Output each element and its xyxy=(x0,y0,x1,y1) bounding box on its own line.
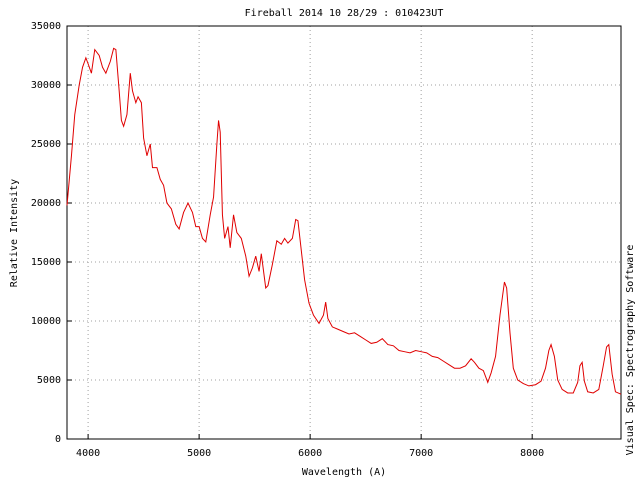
y-tick-label: 25000 xyxy=(31,139,61,150)
y-tick-label: 30000 xyxy=(31,80,61,91)
y-tick-label: 10000 xyxy=(31,316,61,327)
side-label: Visual Spec: Spectrography Software xyxy=(625,245,636,456)
chart-title: Fireball 2014 10 28/29 : 010423UT xyxy=(245,8,444,19)
x-axis-label: Wavelength (A) xyxy=(302,467,386,478)
x-tick-label: 5000 xyxy=(187,448,211,459)
x-tick-label: 6000 xyxy=(298,448,322,459)
plot-border xyxy=(66,25,622,440)
x-tick-label: 7000 xyxy=(409,448,433,459)
y-tick-label: 5000 xyxy=(37,375,61,386)
x-tick-label: 4000 xyxy=(76,448,100,459)
x-tick-label: 8000 xyxy=(520,448,544,459)
y-tick-label: 35000 xyxy=(31,21,61,32)
y-tick-label: 0 xyxy=(55,434,61,445)
y-axis-label: Relative Intensity xyxy=(9,179,20,287)
spectrum-line xyxy=(66,47,622,395)
y-tick-label: 15000 xyxy=(31,257,61,268)
y-tick-label: 20000 xyxy=(31,198,61,209)
